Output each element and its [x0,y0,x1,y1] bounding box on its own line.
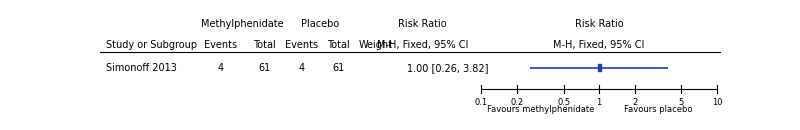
Text: 61: 61 [333,63,345,73]
Text: Methylphenidate: Methylphenidate [202,19,284,29]
Text: Risk Ratio: Risk Ratio [398,19,446,29]
Text: Total: Total [253,40,276,50]
Text: Placebo: Placebo [301,19,339,29]
Text: 1.00 [0.26, 3.82]: 1.00 [0.26, 3.82] [407,63,488,73]
Text: 4: 4 [218,63,224,73]
Text: 4: 4 [298,63,305,73]
Text: Favours placebo: Favours placebo [624,105,692,114]
Text: Risk Ratio: Risk Ratio [574,19,623,29]
Text: 1: 1 [597,98,602,107]
Text: 2: 2 [632,98,637,107]
Text: Simonoff 2013: Simonoff 2013 [106,63,177,73]
Text: Events: Events [204,40,238,50]
Text: 61: 61 [258,63,270,73]
Text: M-H, Fixed, 95% CI: M-H, Fixed, 95% CI [554,40,645,50]
Text: 0.1: 0.1 [474,98,488,107]
Text: 10: 10 [712,98,722,107]
Text: Study or Subgroup: Study or Subgroup [106,40,198,50]
Text: 0.5: 0.5 [557,98,570,107]
Text: Events: Events [285,40,318,50]
Text: Favours methylphenidate: Favours methylphenidate [486,105,594,114]
Text: 5: 5 [679,98,684,107]
Text: Weight: Weight [359,40,393,50]
Text: M-H, Fixed, 95% CI: M-H, Fixed, 95% CI [377,40,468,50]
Bar [598,64,601,71]
Text: Total: Total [327,40,350,50]
Text: 0.2: 0.2 [510,98,523,107]
